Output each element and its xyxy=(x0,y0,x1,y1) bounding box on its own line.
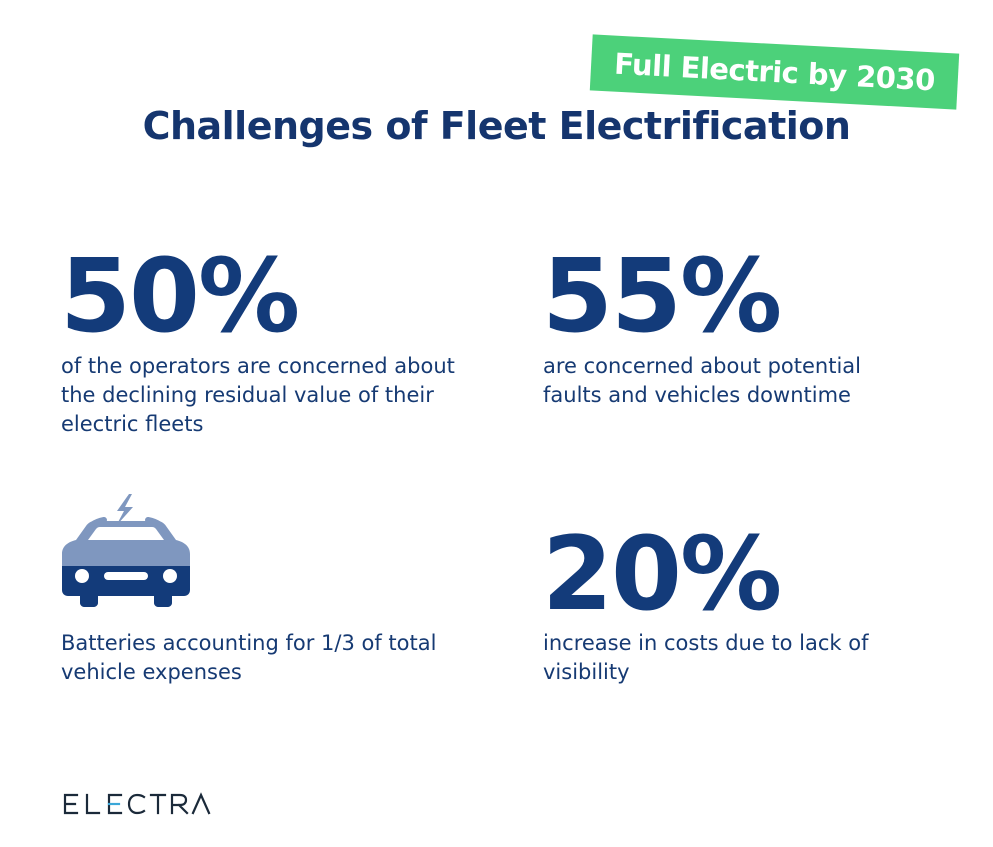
stat-description-costs: increase in costs due to lack of visibil… xyxy=(543,631,869,684)
stat-value-operators: 50% xyxy=(60,237,300,356)
stat-value-costs: 20% xyxy=(542,515,782,634)
stat-description-operators: of the operators are concerned about the… xyxy=(61,354,455,436)
electric-car-icon xyxy=(62,494,190,607)
badge-text: Full Electric by 2030 xyxy=(613,46,936,98)
full-electric-badge: Full Electric by 2030 xyxy=(589,34,960,110)
stat-value-faults: 55% xyxy=(542,237,782,356)
page-title: Challenges of Fleet Electrification xyxy=(142,104,851,148)
stat-description-faults: are concerned about potential faults and… xyxy=(543,354,861,407)
stat-description-batteries: Batteries accounting for 1/3 of total ve… xyxy=(61,631,437,684)
electra-logo xyxy=(63,792,211,815)
